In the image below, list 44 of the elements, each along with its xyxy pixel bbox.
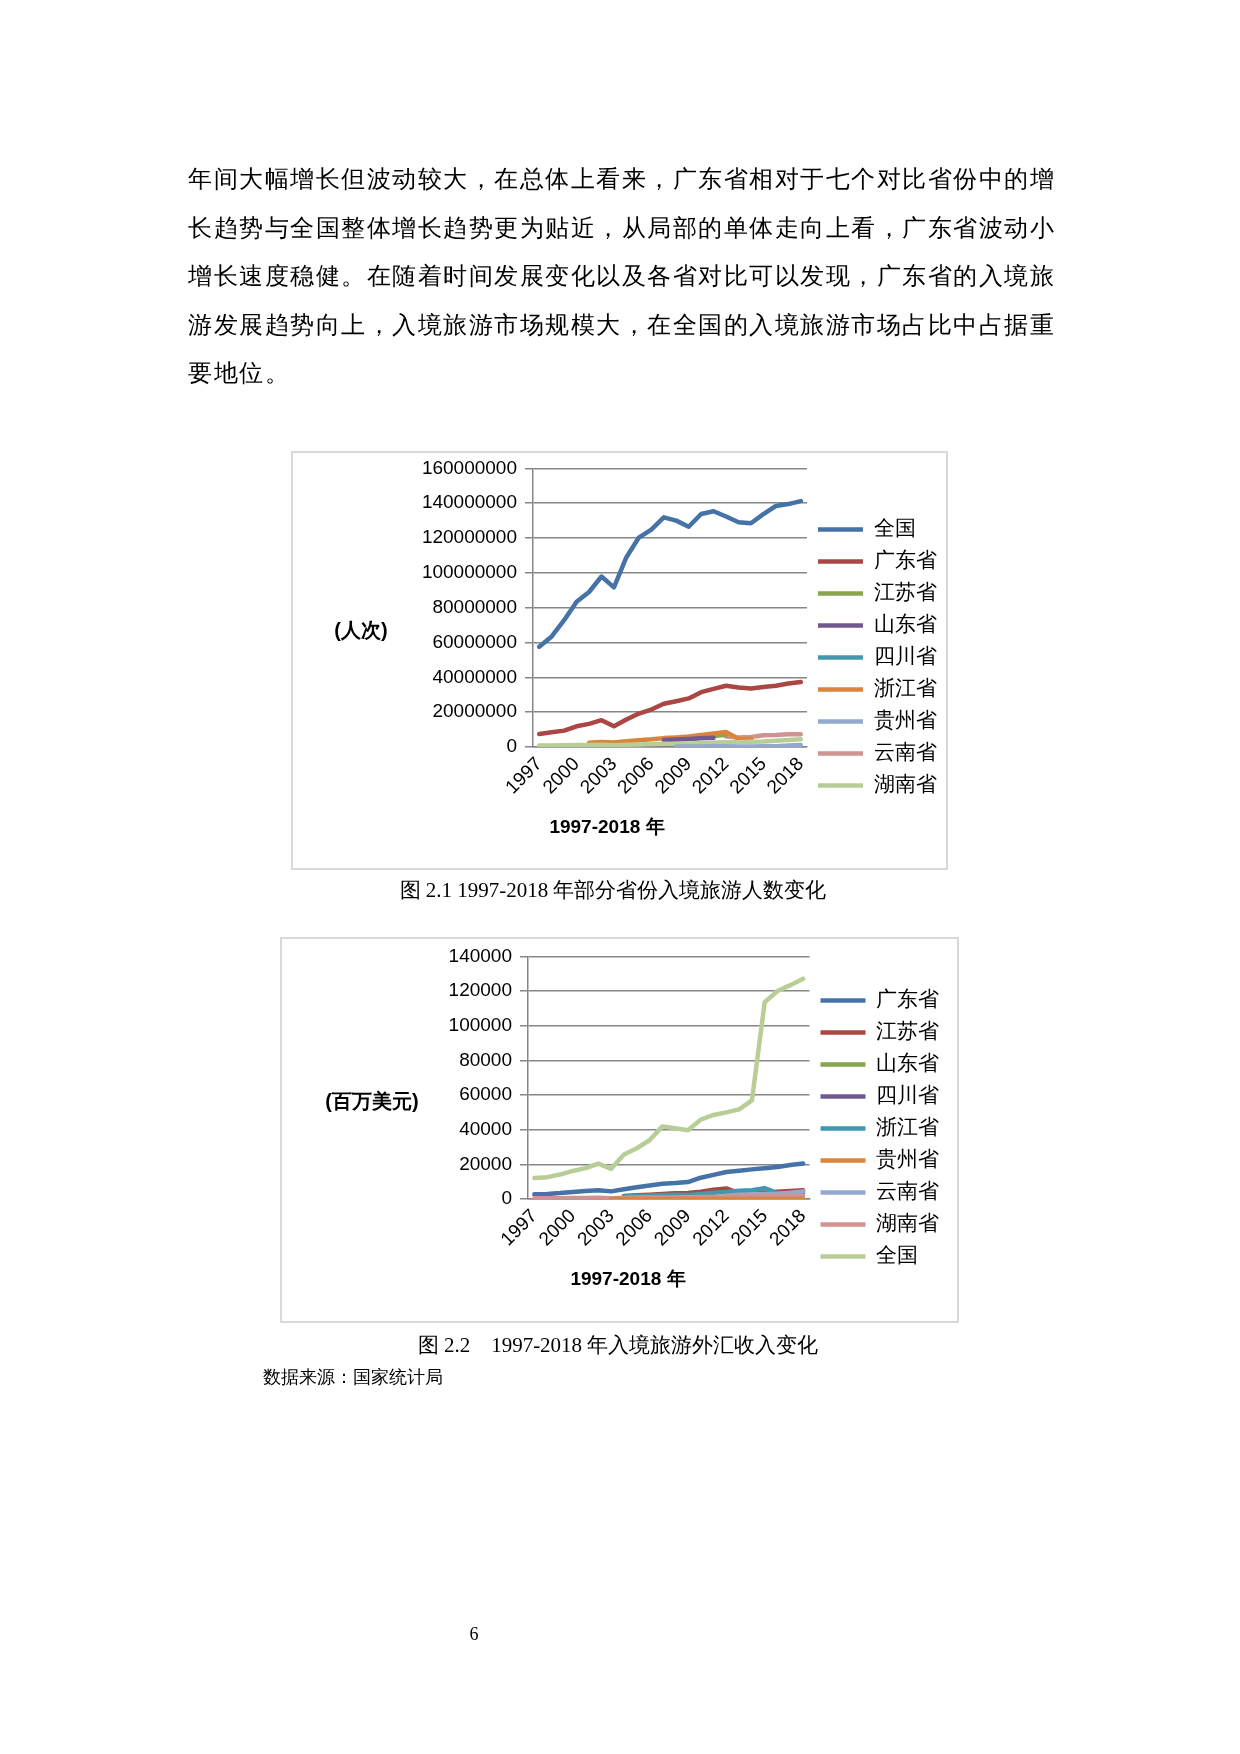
y-tick-label: 120000 [448,979,512,1001]
y-axis-title: (人次) [334,617,388,643]
y-tick-label: 80000000 [432,595,517,617]
legend-label: 山东省 [876,1051,939,1075]
y-tick-label: 160000000 [421,456,517,478]
y-tick-label: 100000000 [421,561,517,583]
legend-label: 浙江省 [873,676,937,700]
legend-label: 广东省 [876,987,939,1011]
legend-label: 江苏省 [873,580,937,604]
legend-label: 四川省 [873,644,937,668]
legend-label: 全国 [873,516,916,540]
x-axis-title: 1997-2018 年 [549,815,665,839]
y-tick-label: 60000000 [432,630,517,652]
legend-label: 浙江省 [876,1115,939,1139]
legend-label: 广东省 [873,548,937,572]
y-tick-label: 40000000 [432,665,517,687]
y-tick-label: 0 [501,1187,512,1209]
y-tick-label: 40000 [459,1117,512,1139]
legend-label: 贵州省 [873,708,937,732]
caption: 图 2.1 1997-2018 年部分省份入境旅游人数变化 [399,877,827,904]
legend-label: 云南省 [876,1179,939,1203]
y-tick-label: 120000000 [421,526,517,548]
legend-label: 四川省 [876,1083,939,1107]
source-note: 数据来源：国家统计局 [263,1366,443,1389]
y-tick-label: 60000 [459,1083,512,1105]
legend-label: 贵州省 [876,1147,939,1171]
y-tick-label: 20000000 [432,700,517,722]
legend-label: 湖南省 [873,772,937,796]
y-tick-label: 0 [506,735,517,757]
legend-label: 全国 [876,1243,918,1267]
y-tick-label: 140000 [448,944,512,966]
x-axis-title: 1997-2018 年 [570,1267,686,1291]
text: 6 [469,1623,479,1645]
y-axis-title: (百万美元) [325,1088,419,1114]
caption: 图 2.2 1997-2018 年入境旅游外汇收入变化 [417,1332,819,1359]
y-tick-label: 20000 [459,1152,512,1174]
legend-label: 湖南省 [876,1211,939,1235]
text: 年间大幅增长但波动较大，在总体上看来，广东省相对于七个对比省份中的增长趋势与全国整体增长趋势更为贴近，从局部的单体走向上看，广东省波动小增长速度稳健。在随着时间发展变化以及各省对比可以发现，广东省的入境旅游发展趋势向上，入境旅游市场规模大，在全国的入境旅游市场占比中占据重要地位。 [188,165,1056,388]
y-tick-label: 80000 [459,1048,512,1070]
y-tick-label: 140000000 [421,491,517,513]
y-tick-label: 100000 [448,1013,512,1035]
legend-label: 云南省 [873,740,937,764]
legend-label: 山东省 [873,612,937,636]
legend-label: 江苏省 [876,1019,939,1043]
